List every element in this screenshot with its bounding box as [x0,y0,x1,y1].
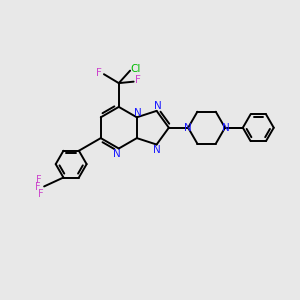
Text: N: N [222,123,230,133]
Text: F: F [136,75,141,85]
Text: N: N [113,148,121,159]
Text: F: F [38,189,44,199]
Text: N: N [134,108,141,118]
Text: N: N [153,145,161,154]
Text: F: F [35,182,41,192]
Text: N: N [184,123,192,133]
Text: F: F [96,68,102,78]
Text: N: N [154,101,162,111]
Text: F: F [36,175,42,185]
Text: Cl: Cl [130,64,141,74]
